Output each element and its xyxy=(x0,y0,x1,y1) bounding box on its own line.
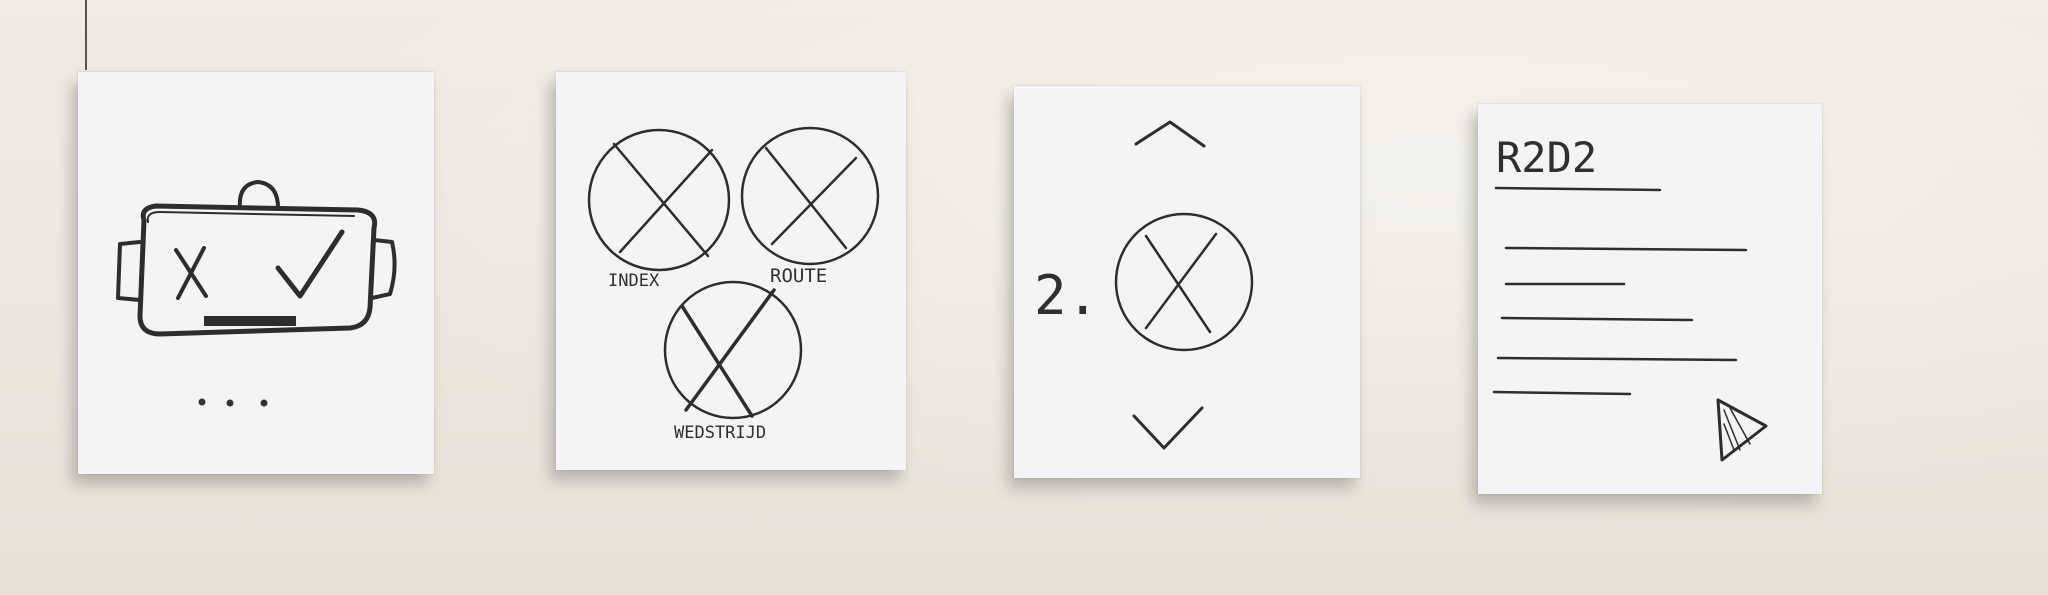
step-button[interactable] xyxy=(1114,212,1254,352)
menu-screen-sketch: INDEX ROUTE WEDSTRIJD xyxy=(587,126,880,443)
reject-icon[interactable] xyxy=(174,246,208,300)
card-start-screen xyxy=(78,72,434,474)
wall-edge-line xyxy=(85,0,87,70)
chevron-up-icon[interactable] xyxy=(1134,120,1206,148)
card-menu-screen: INDEX ROUTE WEDSTRIJD xyxy=(556,72,906,470)
detail-title: R2D2 xyxy=(1496,133,1597,182)
wedstrijd-button[interactable]: WEDSTRIJD xyxy=(663,280,803,443)
route-button[interactable]: ROUTE xyxy=(740,126,880,287)
step-label: 2. xyxy=(1034,264,1099,327)
route-label: ROUTE xyxy=(770,265,827,287)
chevron-down-icon[interactable] xyxy=(1132,406,1204,450)
page-indicator-dots xyxy=(198,398,268,407)
card-detail-screen: R2D2 xyxy=(1478,104,1822,494)
card-step-screen: 2. xyxy=(1014,86,1360,478)
index-button[interactable]: INDEX xyxy=(587,128,731,291)
detail-screen-sketch: R2D2 xyxy=(1492,133,1768,462)
wedstrijd-label: WEDSTRIJD xyxy=(674,423,766,443)
start-screen-sketch xyxy=(116,180,397,407)
title-underline xyxy=(1494,186,1662,192)
headset-icon xyxy=(116,180,397,337)
detail-text-lines xyxy=(1492,246,1748,396)
headset-strap xyxy=(204,316,296,326)
step-screen-sketch: 2. xyxy=(1034,120,1254,450)
accept-icon[interactable] xyxy=(275,229,345,299)
play-icon[interactable] xyxy=(1716,398,1768,462)
index-label: INDEX xyxy=(608,271,660,291)
